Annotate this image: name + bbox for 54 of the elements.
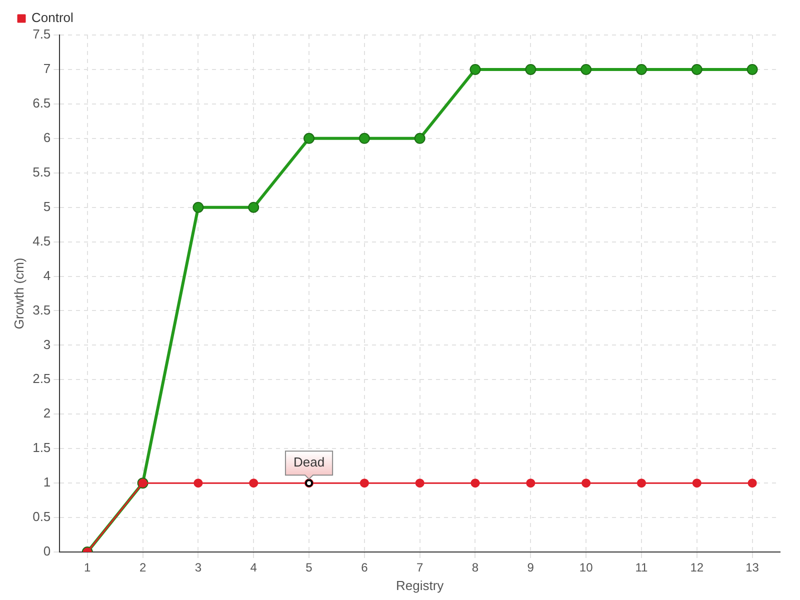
y-tick-label: 0 — [43, 544, 51, 559]
point — [358, 132, 370, 144]
x-tick-label: 1 — [84, 560, 92, 575]
y-tick-label: 0.5 — [32, 509, 51, 524]
y-tick-label: 5 — [43, 198, 51, 214]
x-tick-label: 3 — [194, 560, 202, 575]
point — [360, 478, 369, 488]
point — [249, 478, 258, 488]
point — [580, 64, 592, 75]
point — [192, 202, 204, 213]
x-tick-label: 12 — [690, 560, 704, 575]
point — [526, 478, 536, 488]
x-tick-label: 11 — [635, 560, 648, 575]
y-tick-label: 3 — [43, 336, 51, 352]
y-tick-label: 6.5 — [32, 96, 51, 111]
point — [414, 132, 426, 144]
y-tick-label: 1.5 — [32, 440, 51, 456]
x-tick-label: 10 — [579, 560, 594, 575]
x-tick-label: 2 — [139, 560, 146, 575]
x-tick-label: 4 — [250, 560, 258, 575]
y-tick-label: 3.5 — [32, 302, 51, 318]
x-tick-label: 13 — [746, 560, 760, 575]
y-tick-label: 4.5 — [32, 233, 51, 248]
y-tick-label: 2.5 — [32, 371, 51, 386]
y-tick-label: 7 — [43, 61, 51, 76]
point — [636, 64, 647, 75]
point — [746, 64, 758, 75]
x-tick-label: 7 — [416, 560, 424, 575]
point — [636, 478, 646, 488]
y-tick-label: 6 — [43, 130, 51, 145]
point — [748, 478, 757, 488]
x-axis-title: Registry — [396, 578, 444, 593]
point — [470, 64, 481, 75]
annotation: Dead — [293, 454, 325, 470]
y-tick-label: 4 — [43, 268, 51, 283]
point — [691, 64, 702, 75]
y-axis-title: Growth (cm) — [11, 258, 26, 330]
y-tick-label: 7.5 — [32, 26, 51, 42]
point — [194, 478, 203, 488]
legend-label: Control — [32, 10, 74, 26]
point — [248, 202, 260, 213]
x-tick-label: 5 — [306, 560, 313, 575]
point — [692, 478, 702, 488]
y-tick-label: 5.5 — [32, 164, 51, 180]
point — [470, 478, 480, 488]
point — [582, 478, 591, 488]
point — [415, 478, 424, 488]
x-tick-label: 9 — [527, 560, 534, 575]
y-tick-label: 1 — [43, 474, 51, 490]
y-tick-label: 2 — [43, 406, 51, 421]
point — [304, 132, 315, 144]
point — [525, 64, 536, 75]
x-tick-label: 8 — [472, 560, 479, 575]
x-tick-label: 6 — [361, 560, 368, 575]
